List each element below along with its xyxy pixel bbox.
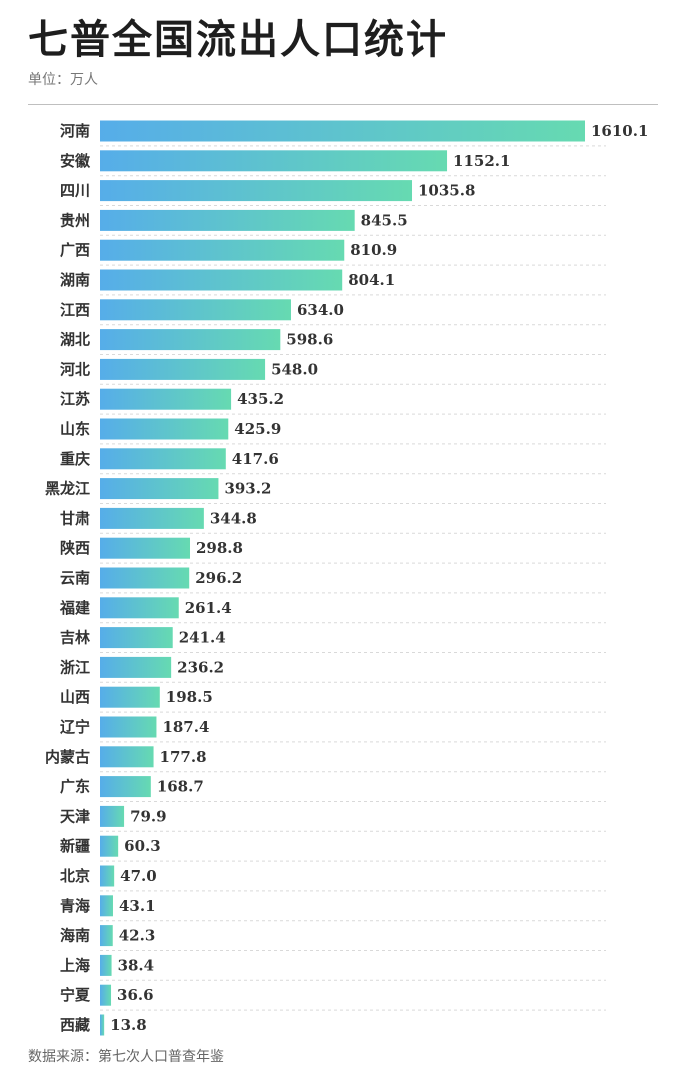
category-label: 上海	[60, 956, 90, 974]
bar	[100, 388, 232, 410]
category-label: 天津	[60, 807, 90, 825]
category-label: 内蒙古	[45, 748, 90, 766]
category-label: 云南	[60, 569, 90, 587]
value-label: 634.0	[297, 301, 344, 319]
value-label: 177.8	[160, 748, 207, 766]
category-label: 西藏	[60, 1016, 90, 1034]
bar	[100, 656, 172, 678]
value-label: 845.5	[361, 211, 408, 229]
category-label: 安徽	[60, 152, 91, 170]
category-label: 黑龙江	[45, 480, 90, 498]
category-label: 陕西	[60, 539, 90, 557]
value-label: 435.2	[237, 390, 284, 408]
bar	[100, 954, 112, 976]
value-label: 344.8	[210, 509, 257, 527]
bar	[100, 239, 345, 261]
unit-label: 单位：万人	[28, 72, 98, 88]
value-label: 298.8	[196, 539, 243, 557]
bar	[100, 478, 219, 500]
data-source: 数据来源：第七次人口普查年鉴	[28, 1049, 224, 1065]
bar	[100, 269, 343, 291]
value-label: 261.4	[185, 599, 232, 617]
value-label: 38.4	[118, 956, 155, 974]
bar	[100, 716, 157, 738]
category-label: 辽宁	[60, 718, 90, 736]
bar	[100, 448, 226, 470]
category-label: 湖南	[60, 271, 90, 289]
category-label: 浙江	[60, 658, 90, 676]
top-divider	[28, 104, 658, 105]
category-label: 宁夏	[60, 986, 91, 1004]
value-label: 36.6	[117, 986, 154, 1004]
value-label: 13.8	[110, 1016, 147, 1034]
bar	[100, 358, 266, 380]
category-label: 贵州	[60, 211, 90, 229]
category-label: 河南	[60, 122, 90, 140]
category-label: 江苏	[60, 390, 90, 408]
bar	[100, 805, 125, 827]
value-label: 42.3	[119, 927, 156, 945]
value-label: 79.9	[130, 807, 167, 825]
category-label: 青海	[60, 897, 90, 915]
bar	[100, 120, 585, 142]
category-label: 山东	[60, 420, 90, 438]
value-label: 1152.1	[453, 152, 510, 170]
bar	[100, 984, 112, 1006]
value-label: 296.2	[195, 569, 242, 587]
value-label: 548.0	[271, 360, 318, 378]
value-label: 43.1	[119, 897, 156, 915]
bar	[100, 418, 229, 440]
category-label: 吉林	[60, 629, 91, 647]
bar	[100, 567, 190, 589]
value-label: 236.2	[177, 658, 224, 676]
category-label: 河北	[60, 360, 90, 378]
category-label: 重庆	[60, 450, 90, 468]
bar	[100, 627, 173, 649]
bar	[100, 746, 154, 768]
bar	[100, 507, 204, 529]
value-label: 1610.1	[591, 122, 648, 140]
value-label: 187.4	[162, 718, 209, 736]
bar	[100, 299, 291, 321]
bar	[100, 925, 113, 947]
value-label: 60.3	[124, 837, 161, 855]
value-label: 241.4	[179, 629, 226, 647]
category-label: 山西	[60, 688, 90, 706]
bar	[100, 209, 355, 231]
category-label: 湖北	[60, 331, 90, 349]
value-label: 810.9	[350, 241, 397, 259]
category-label: 江西	[60, 301, 90, 319]
value-label: 47.0	[120, 867, 157, 885]
category-label: 新疆	[60, 837, 90, 855]
category-label: 甘肃	[60, 509, 90, 527]
bar	[100, 150, 448, 172]
bar	[100, 865, 115, 887]
value-label: 168.7	[157, 778, 204, 796]
value-label: 417.6	[232, 450, 279, 468]
bar	[100, 597, 179, 619]
category-label: 福建	[59, 599, 91, 617]
category-label: 四川	[60, 182, 90, 200]
bar	[100, 835, 119, 857]
category-label: 北京	[60, 867, 90, 885]
bar	[100, 329, 281, 351]
value-label: 425.9	[234, 420, 281, 438]
bar	[100, 1014, 105, 1036]
value-label: 198.5	[166, 688, 213, 706]
bar	[100, 776, 151, 798]
bar	[100, 180, 413, 202]
value-label: 804.1	[348, 271, 395, 289]
value-label: 393.2	[224, 480, 271, 498]
value-label: 598.6	[286, 331, 333, 349]
category-label: 广西	[60, 241, 90, 259]
category-label: 海南	[60, 927, 90, 945]
bar	[100, 895, 113, 917]
value-label: 1035.8	[418, 182, 475, 200]
category-label: 广东	[60, 778, 90, 796]
chart-title: 七普全国流出人口统计	[28, 16, 448, 63]
bar	[100, 686, 160, 708]
bar	[100, 537, 191, 559]
